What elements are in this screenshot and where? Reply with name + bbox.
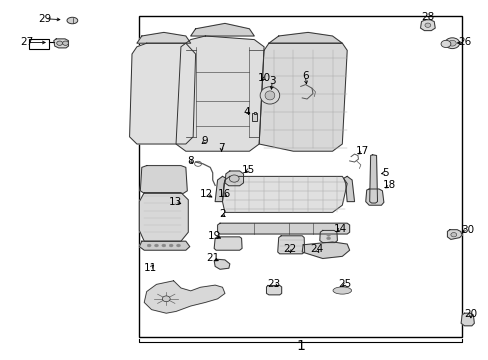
- Polygon shape: [222, 176, 346, 212]
- Polygon shape: [129, 43, 195, 144]
- Polygon shape: [365, 189, 383, 205]
- Text: 4: 4: [243, 107, 249, 117]
- Bar: [139, 16, 461, 337]
- Polygon shape: [343, 176, 354, 202]
- Text: 3: 3: [268, 76, 275, 86]
- Text: 16: 16: [217, 189, 230, 199]
- Text: 30: 30: [461, 225, 473, 235]
- Polygon shape: [268, 32, 342, 43]
- Circle shape: [147, 244, 151, 247]
- Text: 1: 1: [296, 339, 305, 352]
- Text: 28: 28: [420, 12, 434, 22]
- Circle shape: [440, 40, 450, 48]
- Polygon shape: [139, 193, 188, 241]
- Polygon shape: [190, 23, 254, 36]
- Circle shape: [162, 244, 165, 247]
- Text: 27: 27: [20, 37, 34, 48]
- Text: 5: 5: [381, 168, 388, 178]
- Text: 9: 9: [201, 136, 207, 147]
- Circle shape: [62, 41, 68, 45]
- Circle shape: [176, 244, 180, 247]
- Polygon shape: [302, 242, 349, 258]
- Text: 21: 21: [205, 253, 219, 264]
- Circle shape: [424, 23, 430, 27]
- Bar: [253, 112, 256, 114]
- Text: 19: 19: [207, 231, 221, 241]
- Polygon shape: [460, 313, 473, 326]
- Text: 23: 23: [266, 279, 280, 289]
- Text: 26: 26: [457, 37, 470, 48]
- Text: 7: 7: [218, 143, 224, 153]
- Circle shape: [169, 244, 173, 247]
- Circle shape: [162, 296, 170, 302]
- Polygon shape: [259, 43, 346, 151]
- Polygon shape: [214, 259, 229, 269]
- Polygon shape: [217, 223, 349, 234]
- Text: 6: 6: [301, 71, 308, 81]
- Polygon shape: [214, 237, 242, 250]
- Text: 17: 17: [355, 146, 369, 156]
- Ellipse shape: [260, 87, 279, 104]
- Bar: [29, 39, 49, 49]
- Polygon shape: [277, 236, 304, 254]
- Polygon shape: [447, 230, 461, 239]
- Polygon shape: [54, 39, 68, 48]
- Polygon shape: [319, 230, 337, 243]
- Polygon shape: [144, 281, 224, 313]
- Polygon shape: [139, 241, 189, 250]
- Text: 20: 20: [464, 309, 476, 319]
- Text: 22: 22: [282, 244, 296, 255]
- Text: 10: 10: [257, 73, 270, 84]
- Polygon shape: [420, 20, 434, 31]
- Circle shape: [450, 233, 456, 237]
- Text: 15: 15: [241, 165, 255, 175]
- Circle shape: [447, 40, 455, 46]
- Polygon shape: [369, 155, 377, 203]
- Polygon shape: [137, 32, 190, 43]
- Circle shape: [154, 244, 158, 247]
- Text: 29: 29: [38, 14, 52, 24]
- Text: 24: 24: [309, 244, 323, 255]
- Circle shape: [57, 41, 62, 45]
- Polygon shape: [224, 171, 243, 186]
- Text: 14: 14: [333, 224, 347, 234]
- Text: 18: 18: [382, 180, 396, 190]
- Bar: [252, 113, 257, 121]
- Ellipse shape: [67, 17, 78, 24]
- Polygon shape: [140, 166, 187, 193]
- Text: 11: 11: [143, 263, 157, 273]
- Ellipse shape: [264, 91, 274, 100]
- Polygon shape: [215, 176, 225, 202]
- Ellipse shape: [332, 287, 351, 294]
- Polygon shape: [266, 285, 281, 295]
- Polygon shape: [176, 36, 264, 151]
- Text: 8: 8: [187, 156, 194, 166]
- Circle shape: [229, 175, 239, 182]
- Text: 2: 2: [219, 209, 225, 219]
- Text: 13: 13: [168, 197, 182, 207]
- Circle shape: [444, 38, 459, 49]
- Text: 12: 12: [200, 189, 213, 199]
- Circle shape: [326, 233, 330, 236]
- Text: 25: 25: [337, 279, 351, 289]
- Circle shape: [326, 237, 330, 240]
